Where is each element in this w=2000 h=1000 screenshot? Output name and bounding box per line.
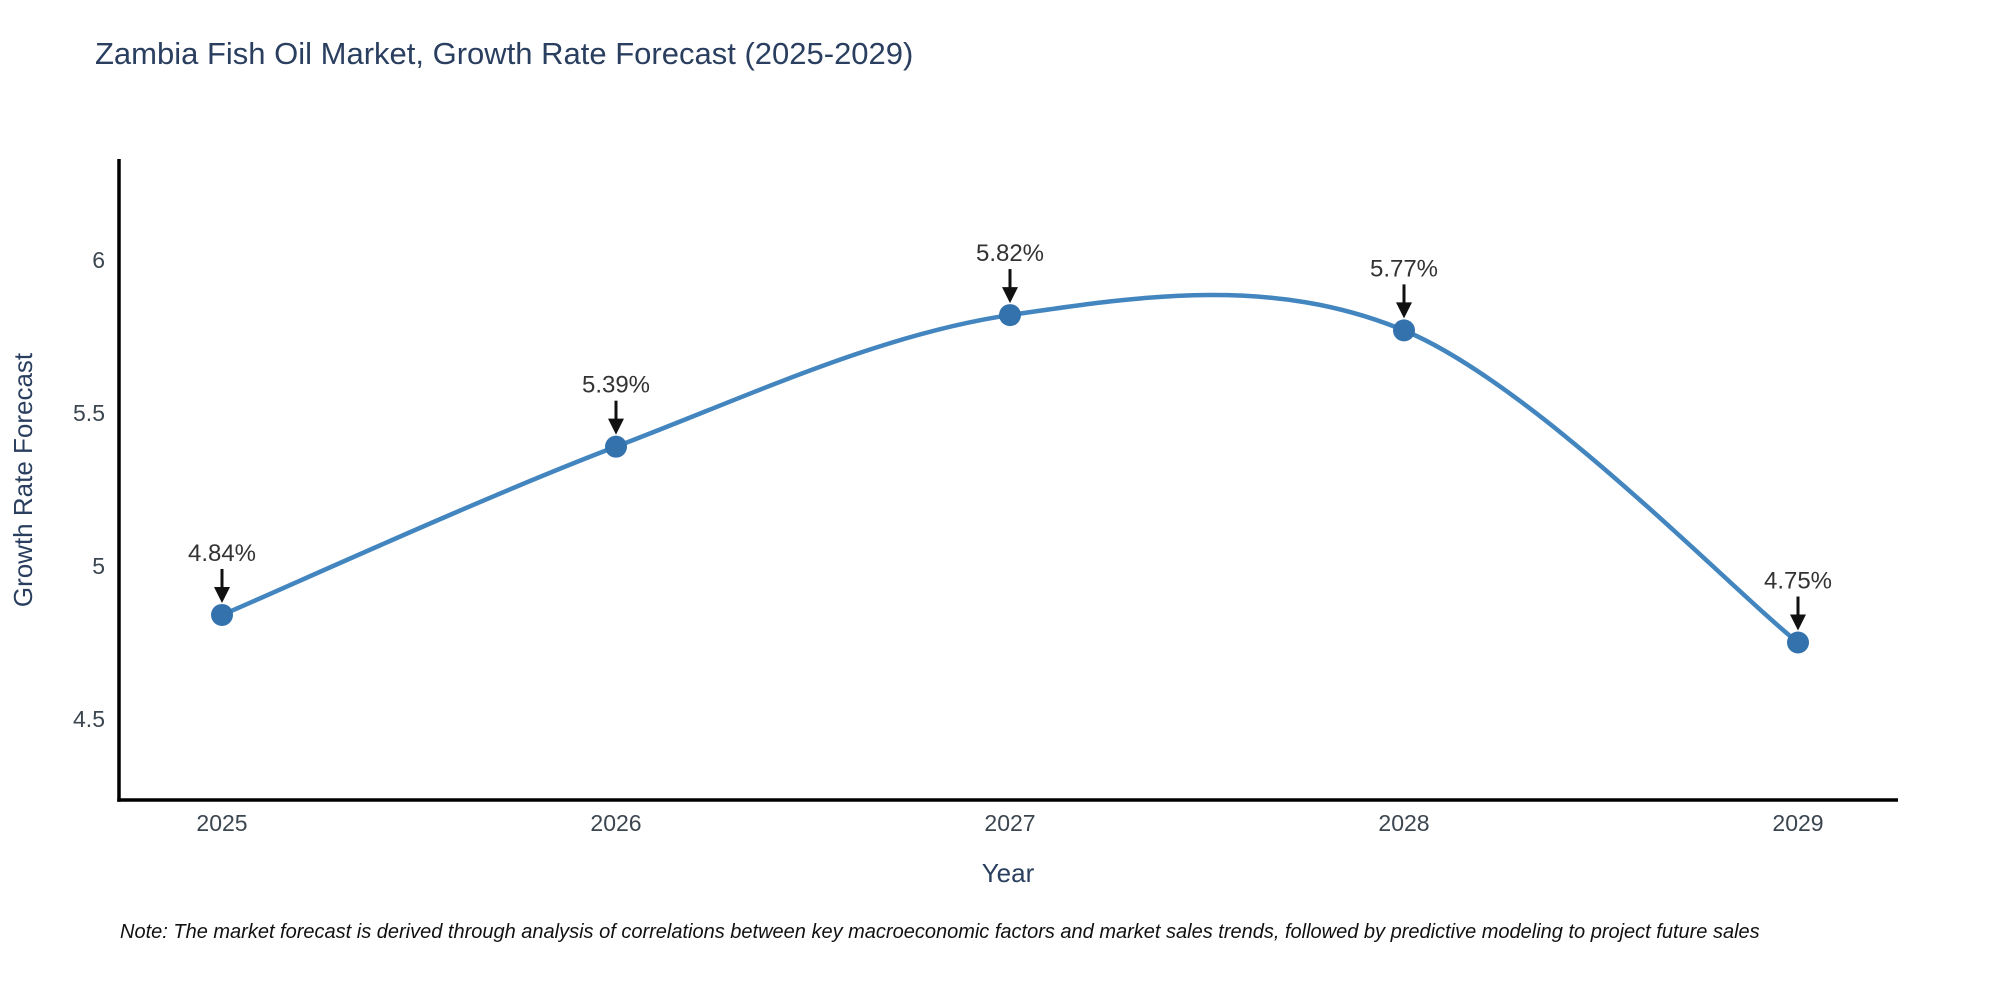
- y-tick-label: 6: [92, 247, 105, 273]
- data-point-label: 4.75%: [1764, 568, 1832, 595]
- data-point-2025[interactable]: [211, 603, 233, 626]
- plot-area[interactable]: 4.5 5 5.5 6 2025 2026 2027 2028 2029 4.84% 5.39% 5.…: [73, 159, 1898, 836]
- data-point-label: 5.77%: [1370, 255, 1438, 282]
- data-point-label: 5.39%: [582, 372, 650, 399]
- data-point-label: 4.84%: [188, 540, 256, 567]
- annotation-arrowhead: [608, 418, 624, 435]
- footnote: Note: The market forecast is derived thr…: [120, 921, 1760, 943]
- annotation-arrowhead: [214, 586, 230, 603]
- x-tick-label: 2029: [1772, 810, 1823, 836]
- data-point-2029[interactable]: [1787, 631, 1809, 654]
- data-point-2027[interactable]: [999, 304, 1021, 327]
- y-tick-label: 5.5: [73, 400, 105, 426]
- annotation-arrowhead: [1790, 614, 1806, 631]
- annotation-arrowhead: [1396, 302, 1412, 319]
- annotation-arrowhead: [1002, 287, 1018, 304]
- data-point-2028[interactable]: [1393, 319, 1415, 342]
- x-tick-label: 2028: [1378, 810, 1429, 836]
- trend-line: [219, 292, 1801, 645]
- y-axis-title: Growth Rate Forecast: [8, 352, 38, 607]
- x-tick-label: 2025: [196, 810, 247, 836]
- y-tick-label: 5: [92, 553, 105, 579]
- x-axis-title: Year: [982, 858, 1035, 888]
- x-tick-label: 2026: [590, 810, 641, 836]
- y-tick-label: 4.5: [73, 706, 105, 732]
- chart-title: Zambia Fish Oil Market, Growth Rate Fore…: [95, 36, 913, 71]
- data-point-label: 5.82%: [976, 240, 1044, 267]
- data-point-2026[interactable]: [605, 435, 627, 458]
- x-tick-label: 2027: [984, 810, 1035, 836]
